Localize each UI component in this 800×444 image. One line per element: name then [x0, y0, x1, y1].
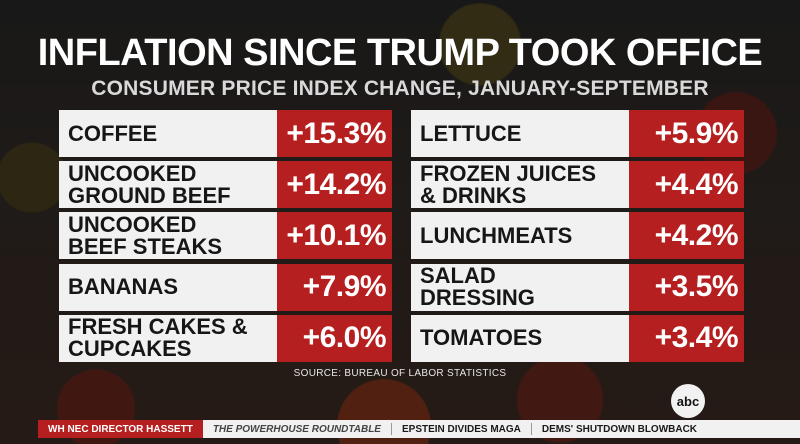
item-label-line: COFFEE — [68, 120, 158, 146]
item-value: +4.2% — [629, 212, 744, 260]
item-label: LETTUCE — [411, 110, 629, 157]
table-row: SALAD DRESSING +3.5% — [411, 263, 744, 311]
item-label-line: BANANAS — [68, 274, 178, 300]
item-label-line: SALAD — [420, 263, 496, 289]
item-value: +7.9% — [277, 263, 392, 311]
ticker-item-4: DEMS' SHUTDOWN BLOWBACK — [541, 423, 698, 435]
table-row: LETTUCE +5.9% — [411, 110, 744, 157]
table-row: LUNCHMEATS +4.2% — [411, 212, 744, 260]
item-label: COFFEE — [59, 110, 277, 157]
source-note: SOURCE: BUREAU OF LABOR STATISTICS — [293, 368, 507, 379]
item-label: TOMATOES — [411, 314, 629, 362]
item-label-line: LUNCHMEATS — [420, 222, 573, 248]
item-label-line: FROZEN JUICES — [420, 160, 597, 186]
item-label: UNCOOKED BEEF STEAKS — [59, 211, 277, 260]
item-label: BANANAS — [59, 263, 277, 311]
news-ticker: WH NEC DIRECTOR HASSETT THE POWERHOUSE R… — [38, 420, 800, 438]
ticker-divider — [530, 423, 532, 435]
item-label-line: DRESSING — [420, 285, 535, 311]
ticker-divider — [390, 423, 392, 435]
ticker-item-3: EPSTEIN DIVIDES MAGA — [401, 423, 521, 435]
table-row: BANANAS +7.9% — [59, 263, 392, 311]
item-label: LUNCHMEATS — [411, 212, 629, 260]
item-label-line: TOMATOES — [420, 325, 543, 351]
cpi-table: COFFEE +15.3% LETTUCE +5.9% UNCOOKED GROUND B… — [59, 110, 744, 362]
item-label: FROZEN JUICES & DRINKS — [411, 160, 629, 209]
item-label-line: UNCOOKED — [68, 160, 197, 186]
chart-subtitle: CONSUMER PRICE INDEX CHANGE, JANUARY-SEP… — [91, 77, 709, 100]
table-row: FRESH CAKES & CUPCAKES +6.0% — [59, 314, 392, 362]
table-row: COFFEE +15.3% — [59, 110, 392, 157]
item-value: +3.5% — [629, 263, 744, 311]
item-value: +10.1% — [277, 212, 392, 260]
table-row: TOMATOES +3.4% — [411, 314, 744, 362]
item-label-line: & DRINKS — [420, 182, 527, 208]
item-value: +14.2% — [277, 161, 392, 209]
item-value: +6.0% — [277, 314, 392, 362]
table-row: FROZEN JUICES & DRINKS +4.4% — [411, 160, 744, 209]
table-row: UNCOOKED BEEF STEAKS +10.1% — [59, 211, 392, 260]
item-value: +4.4% — [629, 161, 744, 209]
chart-title: INFLATION SINCE TRUMP TOOK OFFICE — [37, 32, 763, 74]
ticker-item-2: THE POWERHOUSE ROUNDTABLE — [212, 423, 381, 435]
item-value: +3.4% — [629, 314, 744, 362]
table-row: UNCOOKED GROUND BEEF +14.2% — [59, 160, 392, 209]
item-label: UNCOOKED GROUND BEEF — [59, 160, 277, 209]
item-label-line: UNCOOKED — [68, 211, 197, 237]
item-label-line: BEEF STEAKS — [68, 233, 223, 259]
abc-logo: abc — [671, 384, 705, 418]
item-label-line: GROUND BEEF — [68, 182, 231, 208]
ticker-item-1: WH NEC DIRECTOR HASSETT — [38, 420, 203, 438]
item-label: SALAD DRESSING — [411, 263, 629, 311]
item-value: +5.9% — [629, 110, 744, 157]
item-label-line: CUPCAKES — [68, 336, 192, 362]
item-label: FRESH CAKES & CUPCAKES — [59, 314, 277, 362]
item-value: +15.3% — [277, 110, 392, 157]
item-label-line: LETTUCE — [420, 120, 522, 146]
item-label-line: FRESH CAKES & — [68, 314, 248, 340]
